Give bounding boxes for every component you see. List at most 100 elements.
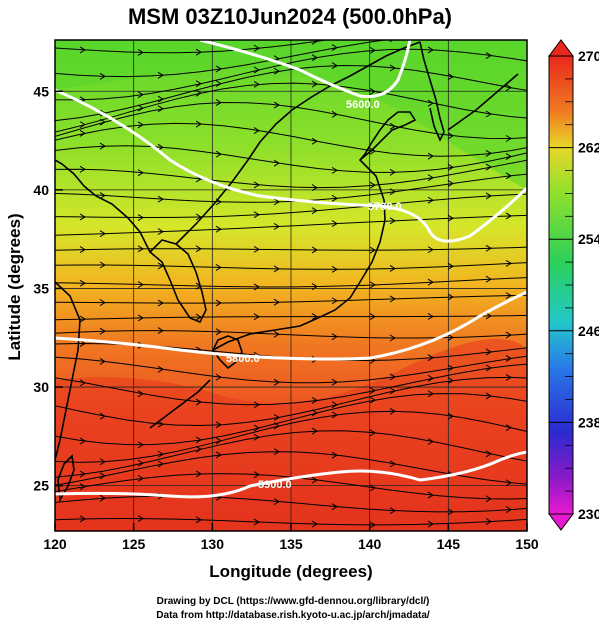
wind-arrowhead xyxy=(505,172,512,180)
wind-arrowhead xyxy=(369,281,376,289)
wind-arrowhead xyxy=(253,245,260,253)
x-tick-label: 120 xyxy=(43,536,67,552)
wind-arrowhead xyxy=(311,476,318,484)
wind-arrowhead xyxy=(369,387,376,394)
wind-arrowhead xyxy=(215,150,222,158)
contour-label-5800: 5800.0 xyxy=(226,353,260,365)
wind-arrowhead xyxy=(369,147,376,155)
wind-arrowhead xyxy=(253,66,260,74)
wind-arrowhead xyxy=(253,424,260,432)
wind-arrowhead xyxy=(389,188,396,196)
streamline xyxy=(55,262,527,270)
wind-arrowhead xyxy=(505,479,512,487)
wind-arrowhead xyxy=(99,412,106,420)
wind-arrowhead xyxy=(195,398,202,406)
wind-arrowhead xyxy=(273,101,280,109)
wind-arrowhead xyxy=(311,80,318,88)
wind-arrowhead xyxy=(369,46,376,54)
streamline xyxy=(55,246,527,251)
wind-arrowhead xyxy=(427,438,434,445)
wind-arrowhead xyxy=(157,460,164,468)
wind-arrowhead xyxy=(137,314,144,322)
wind-arrowhead xyxy=(427,174,434,182)
wind-arrowhead xyxy=(505,135,512,142)
contour-5800 xyxy=(55,290,527,361)
wind-arrowhead xyxy=(311,427,318,435)
gridlines xyxy=(55,40,527,531)
wind-arrowhead xyxy=(448,31,453,37)
wind-arrowhead xyxy=(99,458,106,466)
wind-arrowhead xyxy=(99,299,106,307)
streamline xyxy=(55,64,527,122)
y-tick-label: 30 xyxy=(33,379,49,395)
streamline xyxy=(55,277,527,288)
streamline xyxy=(55,393,527,446)
wind-arrowhead xyxy=(331,110,338,118)
x-tick-label: 150 xyxy=(515,536,539,552)
wind-arrowhead xyxy=(195,80,202,88)
wind-arrowhead xyxy=(485,495,492,503)
wind-arrowhead xyxy=(447,132,454,140)
streamline xyxy=(55,145,527,173)
wind-arrowhead xyxy=(427,313,434,320)
x-tick-label: 130 xyxy=(201,536,225,552)
wind-arrowhead xyxy=(99,494,106,502)
wind-arrowhead xyxy=(485,348,492,356)
wind-arrowhead xyxy=(311,283,318,290)
wind-arrowhead xyxy=(389,387,396,395)
wind-arrowhead xyxy=(253,518,260,526)
wind-arrowhead xyxy=(273,378,280,386)
wind-arrowhead xyxy=(274,536,279,542)
wind-arrowhead xyxy=(215,65,222,73)
wind-arrowhead xyxy=(157,299,164,307)
wind-arrowhead xyxy=(485,110,492,118)
coastline-china xyxy=(55,281,81,461)
wind-arrowhead xyxy=(331,411,338,419)
wind-arrowhead xyxy=(311,520,318,528)
colorbar-tick-label: 230 xyxy=(578,506,599,522)
wind-arrowhead xyxy=(253,283,260,291)
y-axis-ticks: 25 30 35 40 45 xyxy=(33,83,63,494)
wind-arrowhead xyxy=(331,451,338,459)
wind-arrowhead xyxy=(253,313,260,321)
wind-arrowhead xyxy=(273,448,280,456)
wind-arrowhead xyxy=(427,374,434,382)
colorbar: 230 238 246 254 262 270 xyxy=(548,39,599,531)
wind-arrowhead xyxy=(99,109,106,117)
wind-arrowhead xyxy=(389,295,396,303)
wind-arrowhead xyxy=(331,503,338,511)
wind-arrowhead xyxy=(427,520,434,528)
coastline-manchuria xyxy=(55,159,151,253)
wind-arrowhead xyxy=(79,279,86,287)
height-contours xyxy=(55,40,527,499)
wind-arrowhead xyxy=(311,397,318,404)
wind-arrowhead xyxy=(157,365,164,373)
wind-arrowhead xyxy=(447,214,454,222)
wind-arrowhead xyxy=(447,73,454,81)
wind-arrowhead xyxy=(157,105,164,113)
x-tick-label: 140 xyxy=(358,536,382,552)
wind-arrowhead xyxy=(311,40,318,45)
wind-arrowhead xyxy=(273,298,280,306)
streamline xyxy=(55,517,527,526)
wind-arrowhead xyxy=(505,355,512,362)
coastline-kurils xyxy=(447,73,519,131)
wind-arrowhead xyxy=(137,121,144,129)
wind-arrowhead xyxy=(485,149,492,157)
wind-arrowhead xyxy=(369,88,376,95)
y-axis-label: Latitude (degrees) xyxy=(5,213,24,360)
streamline xyxy=(55,473,527,500)
wind-arrowhead xyxy=(505,331,512,339)
wind-arrowhead xyxy=(99,358,106,365)
wind-arrowhead xyxy=(215,299,222,307)
streamline xyxy=(55,214,527,236)
wind-arrowhead xyxy=(331,220,338,228)
wind-arrowhead xyxy=(253,127,260,134)
wind-arrowhead xyxy=(427,99,434,107)
chart-title: MSM 03Z10Jun2024 (500.0hPa) xyxy=(128,4,452,29)
wind-arrowhead xyxy=(157,450,164,458)
wind-arrowhead xyxy=(332,535,337,541)
wind-arrowhead xyxy=(505,292,512,300)
wind-arrowhead xyxy=(273,498,280,505)
x-tick-label: 145 xyxy=(437,536,461,552)
